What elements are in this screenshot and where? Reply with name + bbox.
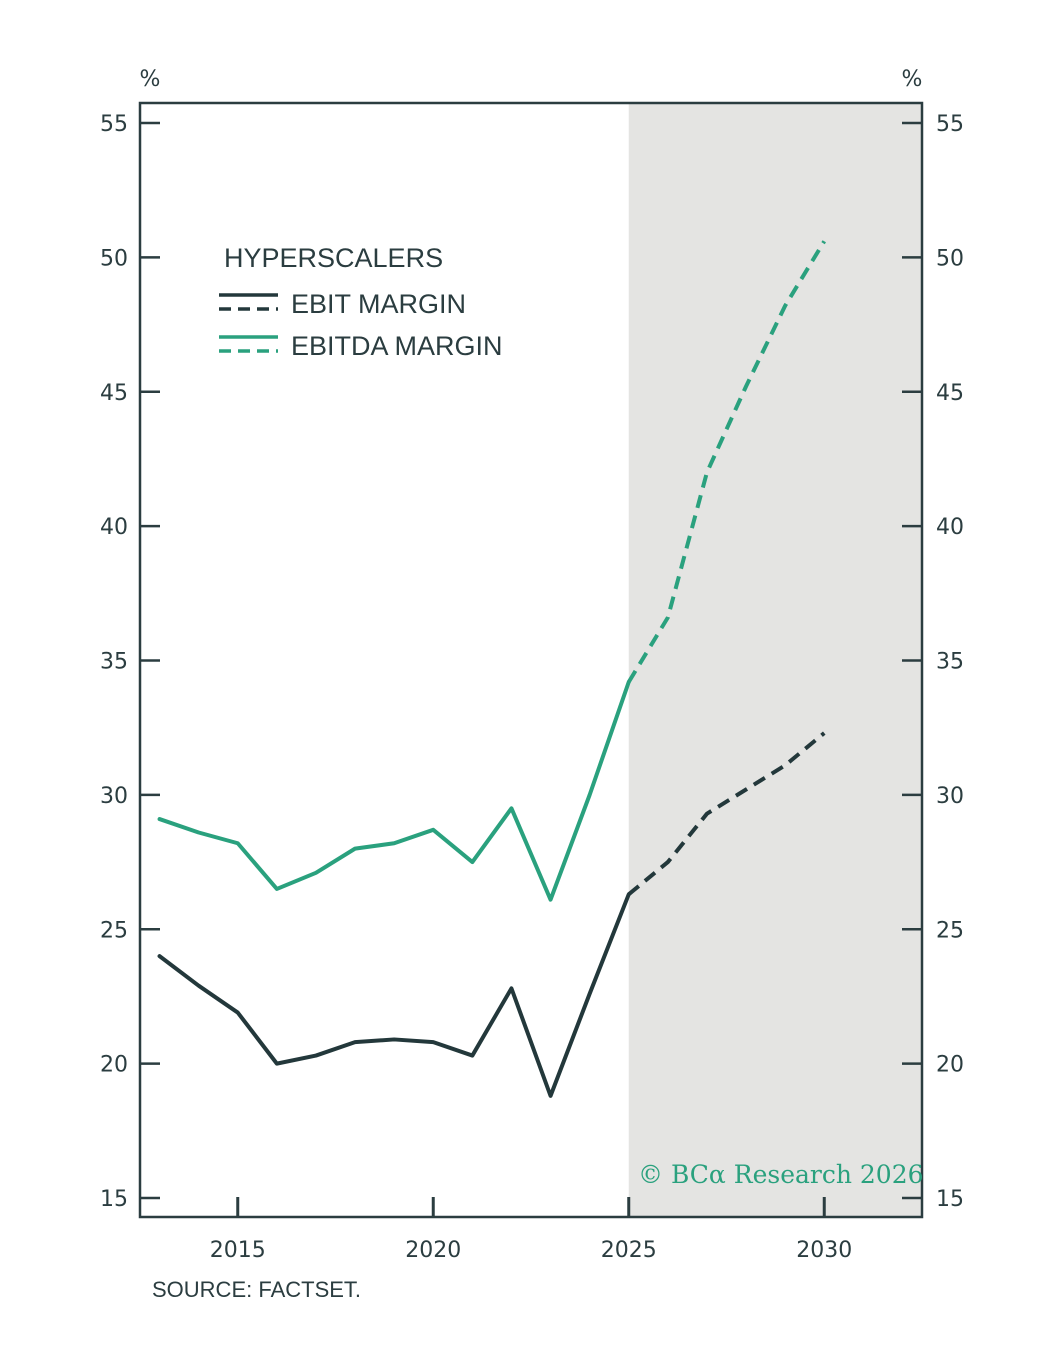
y-tick-label-right: 25 bbox=[936, 918, 964, 943]
x-tick-label: 2030 bbox=[796, 1238, 852, 1263]
x-axis: 2015 2020 2025 2030 bbox=[210, 1197, 852, 1263]
y-tick-label-left: 55 bbox=[100, 112, 128, 137]
y-tick-label-left: 20 bbox=[100, 1053, 128, 1078]
series-line-forecast bbox=[627, 240, 826, 684]
y-tick-label-left: 35 bbox=[100, 650, 128, 675]
x-tick-label: 2015 bbox=[210, 1238, 266, 1263]
y-tick-label-right: 20 bbox=[936, 1053, 964, 1078]
legend-items: EBIT MARGIN EBITDA MARGIN bbox=[219, 289, 503, 361]
y-axis-left: 15 20 25 30 35 40 45 50 55 bbox=[100, 112, 160, 1212]
legend-title: HYPERSCALERS bbox=[224, 243, 443, 273]
series-line-forecast bbox=[627, 731, 826, 896]
y-tick-label-right: 55 bbox=[936, 112, 964, 137]
legend-label: EBITDA MARGIN bbox=[291, 331, 503, 361]
y-tick-label-right: 30 bbox=[936, 784, 964, 809]
y-tick-label-left: 40 bbox=[100, 515, 128, 540]
y-tick-label-right: 35 bbox=[936, 650, 964, 675]
x-tick-label: 2025 bbox=[601, 1238, 657, 1263]
source-note: SOURCE: FACTSET. bbox=[152, 1277, 361, 1302]
y-tick-label-right: 50 bbox=[936, 246, 964, 271]
legend: HYPERSCALERS EBIT MARGIN EBITDA MARGIN bbox=[219, 243, 503, 361]
y-unit-right: % bbox=[902, 67, 923, 92]
forecast-shade bbox=[628, 103, 922, 1217]
y-tick-label-left: 30 bbox=[100, 784, 128, 809]
y-tick-label-left: 45 bbox=[100, 381, 128, 406]
series-line-actual bbox=[157, 892, 631, 1098]
watermark: © BCα Research 2026 bbox=[638, 1160, 924, 1189]
y-tick-label-left: 15 bbox=[100, 1187, 128, 1212]
y-tick-label-right: 40 bbox=[936, 515, 964, 540]
series-line-actual bbox=[157, 680, 631, 902]
y-tick-label-right: 15 bbox=[936, 1187, 964, 1212]
series-layer bbox=[157, 240, 826, 1098]
legend-label: EBIT MARGIN bbox=[291, 289, 466, 319]
y-tick-label-right: 45 bbox=[936, 381, 964, 406]
y-axis-right: 15 20 25 30 35 40 45 50 55 bbox=[902, 112, 964, 1212]
y-tick-label-left: 50 bbox=[100, 246, 128, 271]
y-unit-left: % bbox=[140, 67, 161, 92]
y-tick-label-left: 25 bbox=[100, 918, 128, 943]
x-tick-label: 2020 bbox=[405, 1238, 461, 1263]
